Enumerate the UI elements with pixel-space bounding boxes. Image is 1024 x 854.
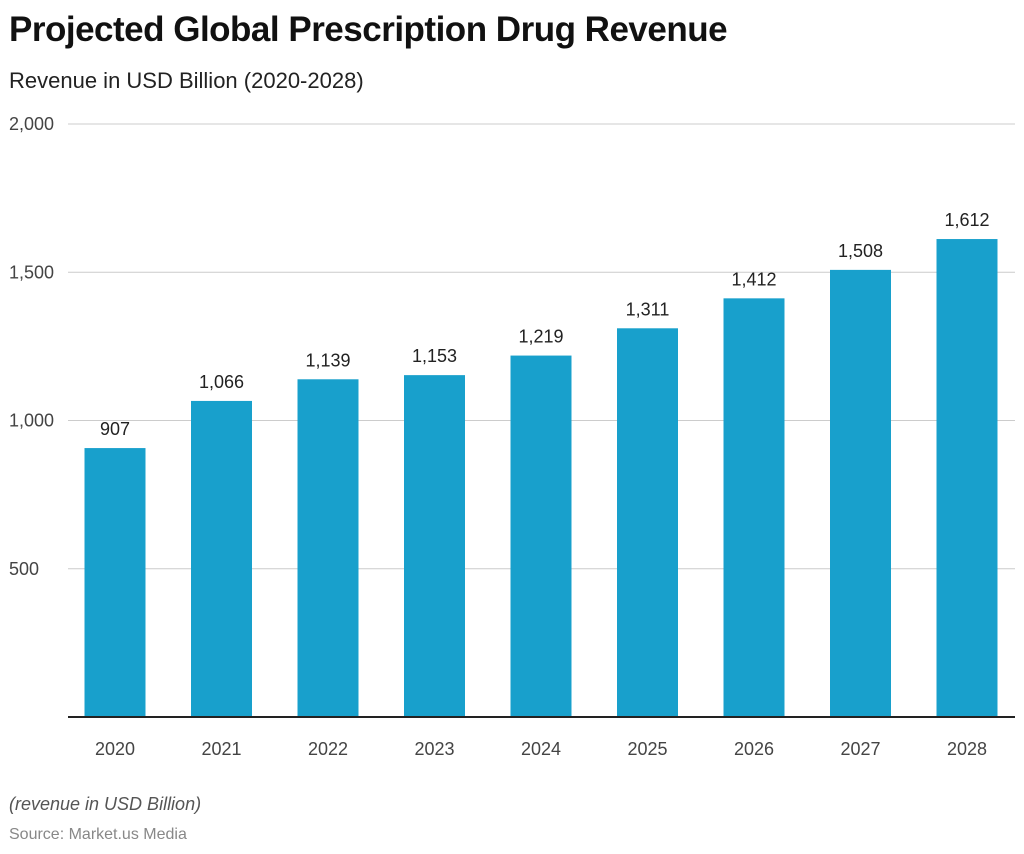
data-label: 1,153 bbox=[412, 346, 457, 366]
x-tick-label: 2025 bbox=[627, 739, 667, 759]
chart-source: Source: Market.us Media bbox=[9, 826, 187, 843]
data-label: 1,139 bbox=[305, 350, 350, 370]
bar bbox=[830, 269, 891, 717]
data-label: 1,508 bbox=[838, 241, 883, 261]
bar bbox=[404, 375, 465, 717]
x-tick-label: 2024 bbox=[521, 739, 561, 759]
chart-subtitle: Revenue in USD Billion (2020-2028) bbox=[9, 68, 364, 93]
bar bbox=[191, 400, 252, 717]
y-tick-label: 1,500 bbox=[9, 262, 54, 282]
x-tick-label: 2020 bbox=[95, 739, 135, 759]
bar bbox=[510, 355, 572, 717]
data-label: 1,612 bbox=[944, 210, 989, 230]
x-tick-label: 2028 bbox=[947, 739, 987, 759]
x-tick-label: 2022 bbox=[308, 739, 348, 759]
bar bbox=[723, 298, 785, 717]
y-tick-label: 500 bbox=[9, 559, 39, 579]
data-label: 1,412 bbox=[731, 269, 776, 289]
chart-title: Projected Global Prescription Drug Reven… bbox=[9, 10, 728, 49]
bar bbox=[936, 239, 998, 718]
x-tick-label: 2026 bbox=[734, 739, 774, 759]
data-label: 907 bbox=[100, 419, 130, 439]
data-label: 1,219 bbox=[518, 327, 563, 347]
bar bbox=[84, 448, 146, 717]
y-tick-label: 2,000 bbox=[9, 114, 54, 134]
bar bbox=[297, 379, 359, 717]
bar bbox=[617, 328, 678, 717]
x-tick-label: 2021 bbox=[201, 739, 241, 759]
data-label: 1,066 bbox=[199, 372, 244, 392]
x-tick-label: 2027 bbox=[840, 739, 880, 759]
y-tick-label: 1,000 bbox=[9, 411, 54, 431]
x-tick-label: 2023 bbox=[414, 739, 454, 759]
chart-note: (revenue in USD Billion) bbox=[9, 794, 202, 814]
data-label: 1,311 bbox=[626, 299, 670, 319]
